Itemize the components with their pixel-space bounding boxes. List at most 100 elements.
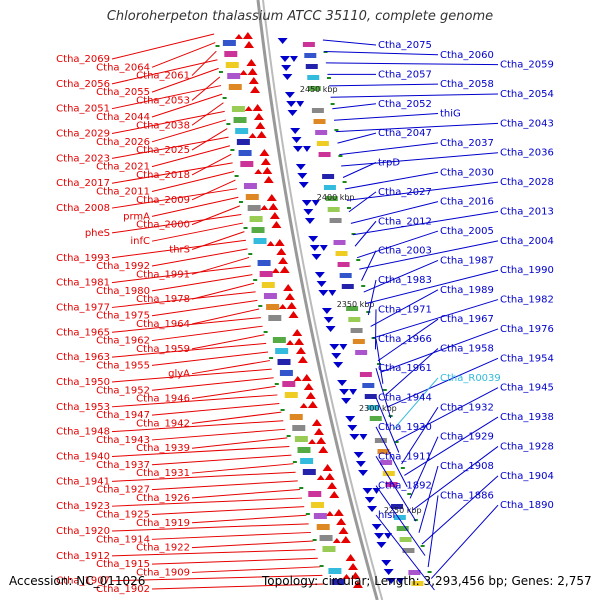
gene-label: Ctha_1939	[136, 443, 190, 454]
feature-block	[315, 130, 328, 135]
reverse-gene-arrow	[341, 398, 352, 404]
feature-block	[313, 513, 327, 519]
forward-gene-arrow	[262, 167, 273, 174]
forward-gene-arrow	[322, 464, 333, 471]
gene-label-leader	[375, 338, 384, 384]
feature-block	[257, 260, 271, 266]
gene-label: hisI	[378, 510, 395, 521]
forward-gene-arrow	[313, 428, 324, 435]
reverse-gene-arrow	[282, 74, 293, 80]
feature-block	[359, 372, 372, 377]
gene-label-leader	[111, 342, 267, 358]
gene-label-leader	[111, 110, 225, 135]
gene-label: Ctha_1927	[96, 485, 150, 496]
gene-label: Ctha_1976	[500, 324, 554, 335]
gene-label: Ctha_1923	[56, 501, 110, 512]
gene-label-leader	[111, 291, 256, 308]
gene-label: Ctha_1902	[96, 584, 150, 595]
feature-block	[337, 262, 350, 267]
tick-mark	[342, 181, 347, 183]
feature-block	[300, 458, 314, 464]
forward-gene-arrow	[294, 338, 305, 345]
gene-label: Ctha_1928	[500, 441, 554, 452]
gene-label: Ctha_2036	[500, 148, 554, 159]
tick-mark	[312, 539, 317, 541]
feature-block	[369, 416, 382, 421]
gene-label-leader	[191, 50, 217, 76]
gene-label: Ctha_2029	[56, 129, 110, 140]
gene-label: Ctha_2056	[56, 79, 110, 90]
forward-gene-arrow	[242, 32, 253, 39]
feature-block	[297, 447, 311, 453]
forward-gene-arrow	[338, 527, 349, 534]
feature-block	[335, 251, 348, 256]
gene-label: Ctha_1929	[440, 432, 494, 443]
feature-block	[263, 293, 277, 299]
gene-label: Ctha_1920	[56, 526, 110, 537]
tick-mark	[407, 493, 412, 495]
gene-label-leader	[342, 162, 377, 178]
gene-label: Ctha_1942	[136, 418, 190, 429]
gene-label-leader	[151, 171, 235, 192]
forward-gene-arrow	[284, 293, 295, 300]
gene-label-leader	[348, 191, 377, 213]
gene-label-leader	[151, 299, 258, 317]
tick-mark	[253, 279, 258, 281]
gene-label: Ctha_2003	[378, 246, 432, 257]
gene-label: Ctha_2017	[56, 178, 110, 189]
feature-block	[331, 579, 345, 585]
forward-gene-arrow	[345, 554, 356, 561]
map-title: Chloroherpeton thalassium ATCC 35110, co…	[106, 9, 494, 24]
feature-block	[311, 108, 324, 113]
gene-label-leader	[380, 328, 499, 373]
gene-label: Ctha_1971	[378, 304, 432, 315]
gene-label: Ctha_2064	[96, 62, 150, 73]
forward-gene-arrow	[266, 194, 277, 201]
feature-block	[277, 359, 291, 365]
gene-label: Ctha_2025	[136, 145, 190, 156]
forward-gene-arrow	[316, 475, 325, 480]
reverse-gene-arrow	[297, 173, 308, 179]
feature-block	[364, 394, 377, 399]
feature-block	[294, 436, 308, 442]
reverse-gene-arrow	[371, 524, 382, 530]
feature-block	[318, 152, 331, 157]
gene-label-leader	[191, 128, 228, 151]
forward-gene-arrow	[308, 439, 317, 444]
feature-block	[339, 273, 352, 278]
feature-block	[275, 348, 289, 354]
forward-gene-arrow	[244, 106, 253, 111]
forward-gene-arrow	[255, 122, 266, 129]
reverse-gene-arrow	[296, 101, 305, 107]
feature-block	[350, 328, 363, 333]
gene-label: Ctha_1926	[136, 493, 190, 504]
gene-label: Ctha_1978	[136, 294, 190, 305]
gene-label: Ctha_1946	[136, 394, 190, 405]
feature-block	[380, 460, 393, 465]
gene-label: Ctha_1992	[96, 261, 150, 272]
gene-label: Ctha_1961	[378, 363, 432, 374]
reverse-gene-arrow	[292, 146, 303, 152]
forward-gene-arrow	[316, 437, 327, 444]
gene-label-leader	[421, 475, 499, 545]
gene-label: Ctha_2058	[440, 79, 494, 90]
gene-label: Ctha_2051	[56, 104, 110, 115]
reverse-gene-arrow	[333, 362, 344, 368]
forward-gene-arrow	[271, 221, 282, 228]
gene-label-leader	[151, 274, 253, 292]
gene-label: Ctha_1914	[96, 534, 150, 545]
feature-block	[362, 383, 375, 388]
gene-label-leader	[151, 531, 311, 540]
gene-label: Ctha_2023	[56, 153, 110, 164]
tick-mark	[258, 305, 263, 307]
forward-gene-arrow	[288, 311, 299, 318]
tick-mark	[238, 201, 243, 203]
reverse-gene-arrow	[325, 326, 336, 332]
feature-block	[227, 73, 241, 79]
reverse-gene-arrow	[295, 164, 306, 170]
tick-mark	[269, 357, 274, 359]
reverse-gene-arrow	[289, 56, 298, 62]
feature-block	[355, 350, 368, 355]
gene-label: Ctha_1890	[500, 500, 554, 511]
